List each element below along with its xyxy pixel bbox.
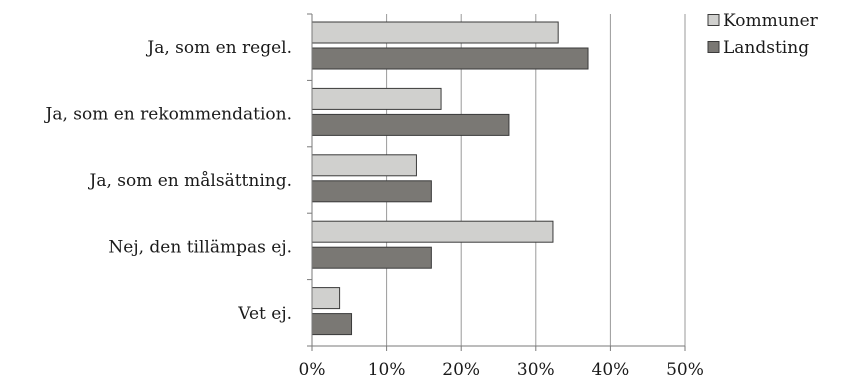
- bar-landsting-4: [311, 313, 353, 336]
- legend-label-landsting: Landsting: [723, 38, 809, 58]
- bar-landsting-1: [311, 113, 510, 136]
- bar-landsting-0: [311, 47, 589, 70]
- category-label-0: Ja, som en regel.: [145, 38, 292, 58]
- category-label-3: Nej, den tillämpas ej.: [108, 237, 292, 257]
- bars: [311, 21, 589, 336]
- axes: [307, 13, 686, 351]
- category-label-2: Ja, som en målsättning.: [88, 171, 293, 191]
- bar-kommuner-1: [311, 87, 442, 110]
- legend-swatch-kommuner: [707, 14, 720, 26]
- legend-label-kommuner: Kommuner: [723, 11, 819, 31]
- bar-landsting-2: [311, 180, 432, 203]
- category-label-1: Ja, som en rekommendation.: [44, 105, 293, 125]
- category-labels: Ja, som en regel. Ja, som en rekommendati…: [44, 38, 293, 324]
- category-label-4: Vet ej.: [237, 304, 292, 324]
- legend: Kommuner Landsting: [707, 11, 819, 58]
- x-tick-label-0: 0%: [299, 360, 326, 379]
- bar-kommuner-3: [311, 220, 554, 243]
- legend-swatch-landsting: [707, 41, 720, 53]
- bar-landsting-3: [311, 246, 432, 269]
- bar-kommuner-4: [311, 287, 341, 310]
- x-tick-label-40: 40%: [592, 360, 630, 379]
- x-tick-label-50: 50%: [666, 360, 704, 379]
- bar-kommuner-0: [311, 21, 559, 44]
- x-tick-labels: 0% 10% 20% 30% 40% 50%: [299, 360, 704, 379]
- x-tick-label-30: 30%: [517, 360, 555, 379]
- x-tick-label-10: 10%: [368, 360, 406, 379]
- bar-kommuner-2: [311, 154, 417, 177]
- x-tick-label-20: 20%: [442, 360, 480, 379]
